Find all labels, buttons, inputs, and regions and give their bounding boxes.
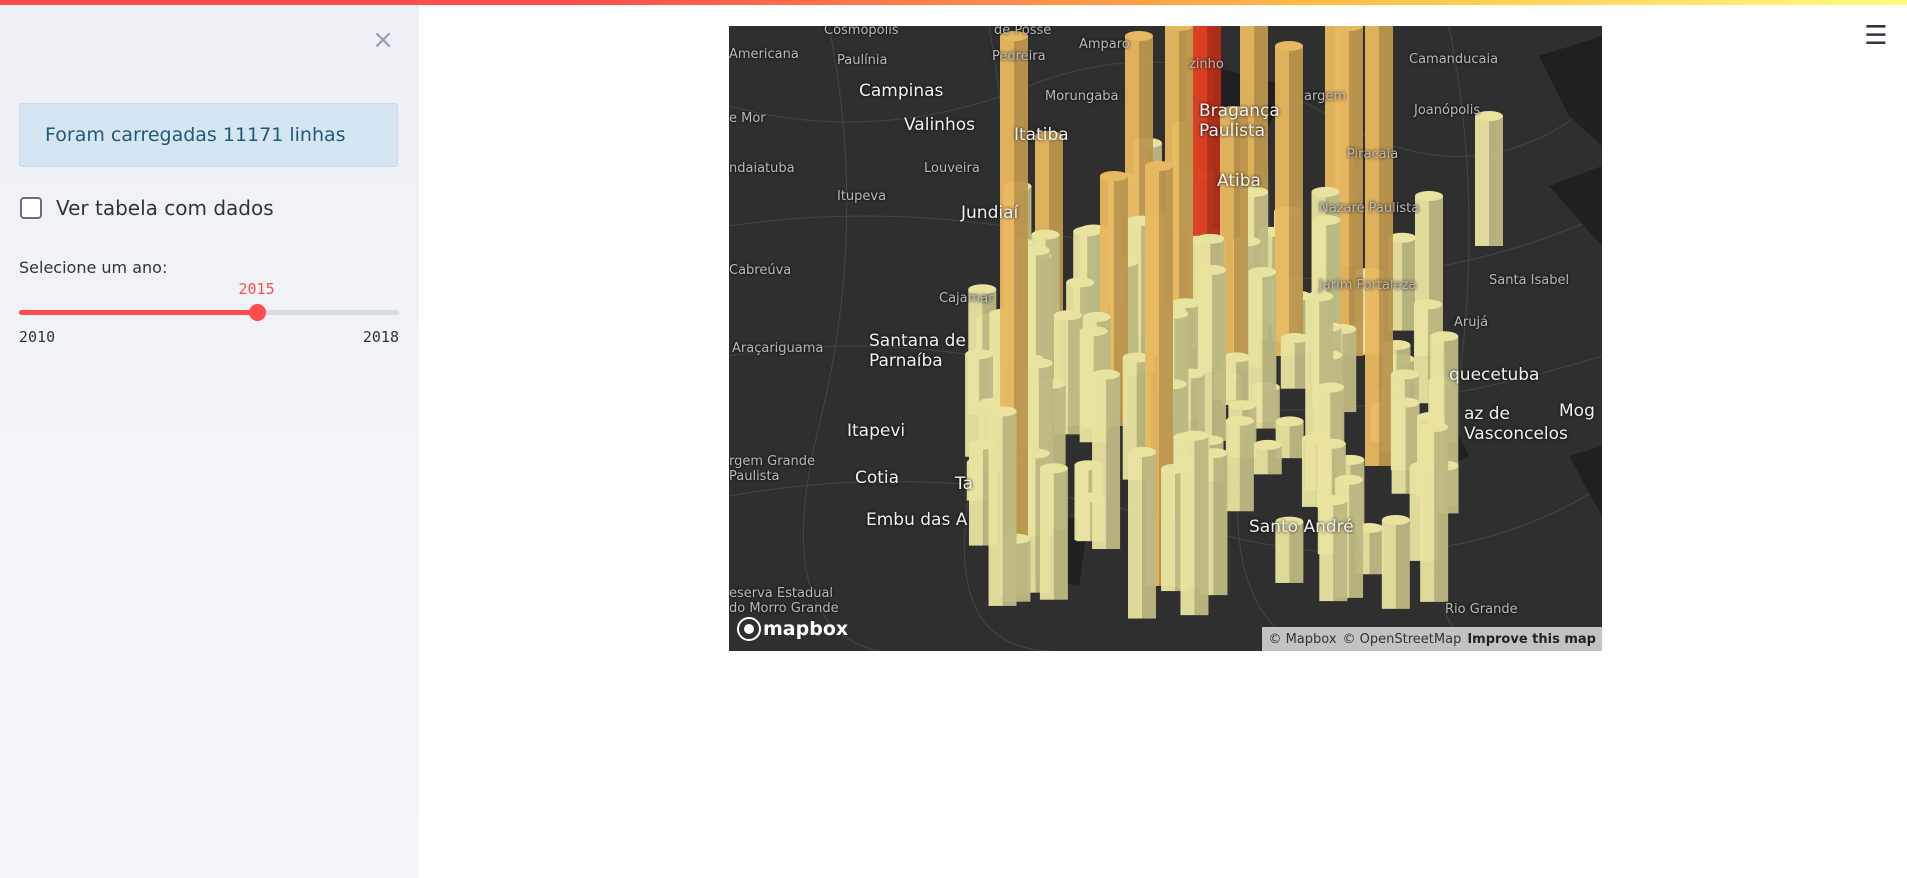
map-place-label: rgem Grande Paulista [729, 454, 816, 484]
map-place-label: argem [1304, 89, 1346, 104]
map-place-label: Santo André [1249, 517, 1354, 537]
year-slider-min: 2010 [19, 328, 56, 346]
hexagon-bars-layer [965, 26, 1503, 619]
map-place-label: Itatiba [1014, 125, 1069, 145]
hexagon-bar[interactable] [988, 406, 1017, 606]
map-place-label: Arujá [1454, 315, 1489, 330]
map-place-label: Paulínia [837, 53, 888, 68]
map-3d-hexagon-view[interactable]: Cosmópolis de Posse Amparo Americana Paulíni… [729, 26, 1602, 651]
hamburger-menu-icon[interactable]: ☰ [1864, 21, 1888, 51]
info-alert: Foram carregadas 11171 linhas [19, 103, 398, 167]
year-slider-label: Selecione um ano: [19, 258, 168, 277]
map-place-label: Rio Grande [1445, 602, 1518, 617]
hexagon-bar[interactable] [1053, 310, 1082, 435]
show-table-checkbox-label: Ver tabela com dados [56, 196, 274, 220]
hexagon-bar[interactable] [1381, 515, 1410, 609]
close-sidebar-icon[interactable]: × [372, 25, 394, 55]
hexagon-bar[interactable] [1248, 266, 1277, 429]
map-place-label: Itapevi [847, 421, 906, 441]
map-place-label: Amparo [1079, 37, 1130, 52]
map-place-label: Piracaia [1347, 147, 1399, 162]
map-place-label: Cotia [855, 468, 900, 488]
map-place-label: Americana [729, 47, 799, 62]
hexagon-bar[interactable] [1253, 439, 1282, 475]
hexagon-bar[interactable] [1180, 430, 1209, 616]
map-place-label: Bragança Paulista [1199, 101, 1280, 141]
hexagon-bar[interactable] [1275, 41, 1303, 356]
map-place-label: Embu das A [866, 510, 968, 530]
map-place-label: Ta [955, 474, 973, 494]
mapbox-logo-text: mapbox [763, 618, 849, 640]
map-place-label: Jarim Fortaleza [1319, 278, 1417, 293]
info-alert-text: Foram carregadas 11171 linhas [45, 124, 346, 146]
year-slider-max: 2018 [362, 328, 399, 346]
mapbox-logo[interactable]: mapbox [737, 617, 849, 641]
map-place-label: Santa Isabel [1489, 273, 1570, 288]
mapbox-logo-icon [737, 617, 761, 641]
map-place-label: de Posse [994, 26, 1052, 38]
map-place-label: Jundiaí [961, 203, 1019, 223]
map-attribution: © Mapbox © OpenStreetMap Improve this ma… [1262, 627, 1602, 651]
hexagon-bar[interactable] [1222, 352, 1251, 406]
show-table-checkbox[interactable] [20, 197, 42, 219]
map-place-label: Araçariguama [732, 341, 824, 356]
year-slider-thumb[interactable] [248, 304, 266, 321]
map-place-label: Camanducaia [1409, 52, 1499, 67]
map-place-label: Pedreira [992, 49, 1046, 64]
hexagon-bar[interactable] [1128, 446, 1157, 619]
map-place-label: Cabreúva [729, 263, 792, 278]
map-place-label: Cosmópolis [824, 26, 899, 38]
hexagon-bar[interactable] [1220, 106, 1248, 371]
map-place-label: eserva Estadual do Morro Grande [729, 586, 839, 616]
hexagon-bar[interactable] [1039, 463, 1068, 600]
map-place-label: Nazaré Paulista [1319, 201, 1420, 216]
attribution-osm-link[interactable]: © OpenStreetMap [1342, 631, 1462, 647]
map-place-label: Louveira [924, 161, 980, 176]
hexagon-bar[interactable] [1092, 369, 1121, 549]
hexagon-bar[interactable] [1420, 421, 1449, 602]
map-place-label: Mog [1559, 401, 1595, 421]
map-place-label: Joanópolis [1414, 103, 1481, 118]
map-place-label: Atiba [1217, 171, 1261, 191]
hexagon-bar[interactable] [1275, 516, 1304, 583]
year-slider-fill [19, 310, 257, 315]
improve-map-link[interactable]: Improve this map [1467, 631, 1596, 647]
hexagon-bar[interactable] [1365, 26, 1393, 466]
map-place-label: Cajamar [939, 291, 994, 306]
map-place-label: Valinhos [904, 115, 975, 135]
map-place-label: zinho [1189, 57, 1224, 72]
show-table-checkbox-row[interactable]: Ver tabela com dados [20, 192, 274, 224]
map-place-label: Morungaba [1045, 89, 1119, 104]
hexagon-bar[interactable] [1275, 416, 1304, 459]
app-top-decoration [0, 0, 1907, 5]
map-place-label: quecetuba [1449, 365, 1540, 385]
map-place-label: Itupeva [837, 189, 887, 204]
map-place-label: ndaiatuba [729, 161, 795, 176]
hexagon-bar[interactable] [1475, 111, 1503, 246]
attribution-mapbox-link[interactable]: © Mapbox [1268, 631, 1337, 647]
map-place-label: e Mor [729, 111, 766, 126]
hexagon-bar[interactable] [1280, 333, 1309, 389]
year-slider-track[interactable] [19, 304, 399, 321]
map-place-label: az de Vasconcelos [1464, 404, 1568, 444]
hexagon-bar[interactable] [1319, 495, 1348, 602]
sidebar: × Foram carregadas 11171 linhas Ver tabe… [0, 5, 419, 878]
map-place-label: Santana de Parnaíba [869, 331, 966, 371]
year-slider-value: 2015 [238, 280, 275, 298]
hexagon-bar[interactable] [1000, 31, 1028, 596]
map-place-label: Campinas [859, 81, 944, 101]
hexagon-bar[interactable] [1225, 415, 1254, 512]
